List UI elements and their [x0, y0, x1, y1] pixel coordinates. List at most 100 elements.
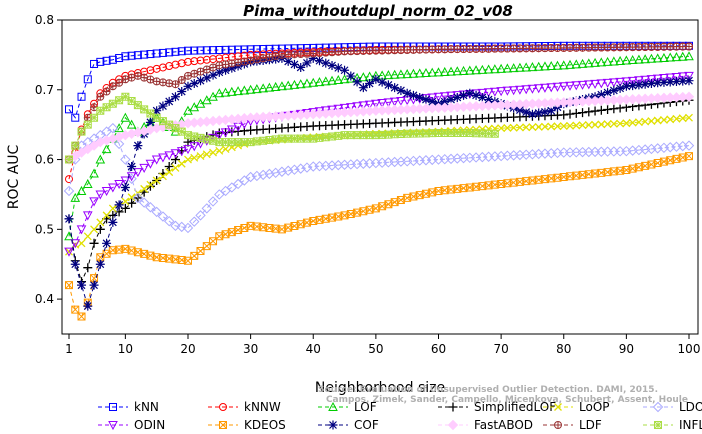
data-point-odin — [176, 147, 187, 157]
data-point-knn — [83, 75, 92, 84]
data-point-loop — [503, 123, 512, 132]
data-point-cof — [621, 81, 631, 91]
legend-item-inflo: INFLO — [643, 418, 702, 432]
data-point-lof — [220, 87, 231, 97]
data-point-odin — [352, 102, 362, 112]
data-point-ldf — [685, 42, 694, 51]
data-point-ldof — [245, 171, 256, 183]
data-point-lof — [333, 74, 344, 85]
data-point-knn — [259, 45, 268, 54]
legend-marker-lof — [328, 401, 338, 411]
data-point-ldof — [264, 168, 275, 180]
data-point-kdeos — [71, 305, 80, 314]
data-point-cof — [83, 301, 93, 311]
data-point-cof — [383, 80, 393, 90]
data-point-cof — [390, 83, 400, 93]
data-point-cof — [546, 106, 556, 116]
data-point-odin — [439, 92, 450, 102]
data-point-odin — [126, 172, 137, 182]
data-point-odin — [95, 190, 106, 200]
data-point-odin — [377, 99, 387, 109]
data-point-lof — [389, 69, 400, 79]
data-point-lof — [452, 66, 463, 76]
data-point-knn — [171, 47, 180, 56]
data-point-loop — [597, 120, 606, 129]
data-point-loop — [603, 120, 612, 129]
x-tick-label: 100 — [678, 342, 701, 356]
data-point-loop — [641, 117, 650, 126]
data-point-simplifiedlof — [571, 108, 581, 118]
data-point-lof — [634, 54, 644, 64]
data-point-lof — [671, 52, 682, 62]
data-point-odin — [540, 83, 550, 93]
data-point-lof — [264, 82, 275, 92]
data-point-knn — [209, 46, 218, 55]
data-point-loop — [578, 121, 587, 130]
data-point-odin — [515, 85, 525, 95]
data-point-kdeos — [77, 312, 86, 321]
data-point-inflo — [146, 109, 155, 118]
data-point-lof — [659, 52, 669, 62]
data-point-lof — [502, 63, 513, 73]
data-point-fastabod — [88, 140, 100, 151]
data-point-loop — [678, 114, 687, 123]
legend-label: FastABOD — [474, 418, 533, 432]
data-point-knn — [140, 50, 149, 59]
data-point-loop — [83, 232, 92, 241]
x-tick-label: 70 — [493, 342, 508, 356]
data-point-ldof — [107, 122, 119, 134]
data-point-cof — [665, 77, 675, 87]
data-point-cof — [208, 70, 218, 80]
data-point-lof — [314, 77, 325, 87]
data-point-lof — [320, 76, 331, 86]
data-point-inflo — [259, 136, 268, 145]
data-point-odin — [358, 101, 369, 111]
data-point-ldf — [171, 80, 180, 89]
data-point-ldof — [207, 196, 219, 207]
data-point-inflo — [108, 99, 117, 108]
data-point-odin — [220, 128, 231, 138]
data-point-cof — [221, 65, 231, 75]
data-point-loop — [553, 122, 562, 131]
data-point-lof — [383, 70, 394, 80]
data-point-cof — [678, 76, 688, 86]
data-point-inflo — [102, 103, 111, 112]
data-point-odin — [627, 76, 638, 86]
data-point-cof — [521, 107, 531, 117]
x-axis-label: Neighborhood size — [315, 380, 445, 396]
data-point-cof — [346, 71, 356, 81]
data-point-inflo — [265, 136, 274, 145]
data-point-loop — [547, 122, 556, 131]
data-point-lof — [283, 80, 294, 90]
data-point-lof — [70, 192, 81, 202]
data-point-cof — [202, 73, 212, 83]
data-point-fastabod — [76, 147, 87, 158]
data-point-ldof — [220, 185, 231, 197]
data-point-lof — [295, 79, 306, 89]
data-point-lof — [483, 64, 494, 74]
data-point-cof — [440, 97, 450, 107]
data-point-cof — [296, 62, 306, 72]
data-point-lof — [252, 84, 262, 94]
y-axis: 0.4 0.5 0.6 0.7 0.8 — [35, 13, 62, 306]
data-point-lof — [508, 63, 519, 73]
data-point-knnw — [177, 59, 186, 68]
data-point-loop — [221, 145, 230, 154]
data-point-lof — [621, 55, 632, 65]
data-point-odin — [371, 99, 381, 109]
data-point-knn — [177, 47, 186, 56]
data-point-lof — [214, 88, 225, 98]
data-point-cof — [452, 92, 462, 102]
data-point-knn — [183, 46, 192, 55]
data-point-odin — [502, 86, 513, 96]
data-point-inflo — [309, 134, 318, 143]
data-point-loop — [165, 168, 174, 177]
data-point-odin — [552, 82, 563, 92]
data-point-ldof — [257, 169, 269, 181]
y-tick-label: 0.5 — [35, 222, 54, 236]
data-point-inflo — [65, 155, 73, 164]
data-point-cof — [77, 280, 87, 290]
data-point-ldof — [151, 206, 162, 218]
data-point-loop — [609, 119, 618, 128]
